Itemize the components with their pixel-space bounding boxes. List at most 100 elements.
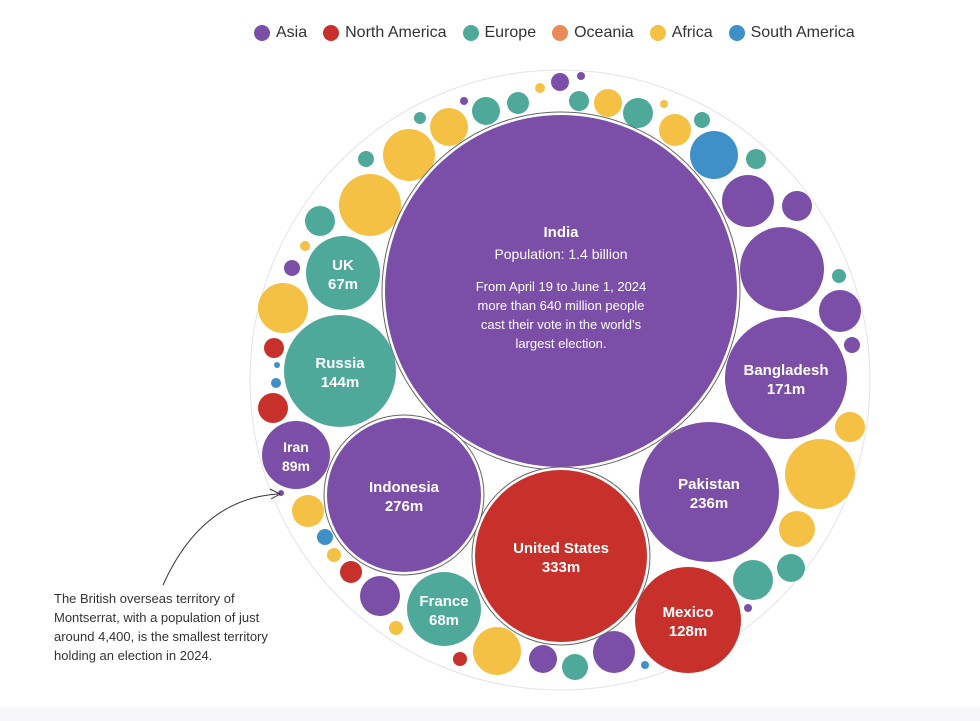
outer-ring — [249, 69, 871, 691]
legend-item-south-america: South America — [728, 24, 855, 42]
country-bubble — [535, 83, 545, 93]
bubble-circle — [475, 470, 647, 642]
bubble-value: 128m — [669, 623, 707, 640]
country-bubble — [844, 337, 860, 353]
country-bubble — [641, 661, 649, 669]
bubble-name: Bangladesh — [743, 362, 828, 379]
bubble-bangladesh: Bangladesh 171m — [725, 317, 847, 439]
country-bubble — [529, 645, 557, 673]
bubble-name: France — [419, 593, 468, 610]
country-bubble — [473, 627, 521, 675]
bubble-name: United States — [513, 540, 609, 557]
bubble-value: 89m — [282, 458, 310, 474]
country-bubble — [292, 495, 324, 527]
country-bubble — [832, 269, 846, 283]
country-bubble — [659, 114, 691, 146]
country-bubble — [785, 439, 855, 509]
country-bubble — [340, 561, 362, 583]
country-bubble — [284, 260, 300, 276]
arrow-head-icon — [269, 488, 282, 500]
country-bubble — [258, 393, 288, 423]
bubble-circle — [635, 567, 741, 673]
country-bubble — [722, 175, 774, 227]
country-bubble — [690, 131, 738, 179]
country-bubble — [660, 100, 668, 108]
bubble-note-line: largest election. — [515, 336, 606, 351]
country-bubble — [740, 227, 824, 311]
legend-item-europe: Europe — [462, 24, 537, 42]
bubble-pakistan: Pakistan 236m — [639, 422, 779, 562]
country-bubble — [819, 290, 861, 332]
bubble-name: Russia — [315, 355, 365, 372]
country-bubble — [460, 97, 468, 105]
legend-swatch — [462, 25, 479, 41]
country-bubble — [274, 362, 280, 368]
legend-label: Europe — [484, 24, 537, 41]
country-bubble — [694, 112, 710, 128]
country-bubble — [744, 604, 752, 612]
country-bubble — [327, 548, 341, 562]
bubble-value: 171m — [767, 381, 805, 398]
country-bubble — [317, 529, 333, 545]
bubble-circle — [725, 317, 847, 439]
bubble-note-line: From April 19 to June 1, 2024 — [476, 279, 647, 294]
bubble-name: Mexico — [663, 604, 714, 621]
country-bubble — [779, 511, 815, 547]
country-bubble — [383, 129, 435, 181]
bubble-circle — [385, 115, 737, 467]
legend-item-oceania: Oceania — [552, 24, 634, 42]
legend-label: North America — [345, 24, 447, 41]
legend-label: Africa — [671, 24, 713, 41]
legend-label: South America — [750, 24, 855, 41]
bubble-uk: UK 67m — [306, 236, 380, 310]
bubble-name: India — [543, 224, 579, 241]
bubble-circle — [407, 572, 481, 646]
legend-swatch — [323, 25, 340, 41]
country-bubble — [300, 241, 310, 251]
legend-label: Oceania — [574, 24, 634, 41]
country-bubble — [358, 151, 374, 167]
legend-swatch — [649, 25, 666, 41]
bubble-france: France 68m — [407, 572, 481, 646]
bubble-circle — [327, 418, 481, 572]
legend: Asia North America Europe Oceania Africa Sout… — [254, 24, 871, 42]
legend-swatch — [254, 25, 270, 41]
bubble-united-states: United States 333m — [471, 466, 651, 646]
bubble-iran: Iran 89m — [262, 421, 330, 489]
bubble-value: 333m — [542, 559, 580, 576]
country-bubble — [569, 91, 589, 111]
country-bubble — [551, 73, 569, 91]
legend-item-africa: Africa — [649, 24, 713, 42]
bubble-india: India Population: 1.4 billion From April 1… — [381, 111, 741, 471]
country-bubble — [339, 174, 401, 236]
legend-item-north-america: North America — [323, 24, 447, 42]
legend-label: Asia — [276, 24, 308, 41]
bubble-value: 68m — [429, 612, 459, 629]
country-bubble — [264, 338, 284, 358]
country-bubble — [733, 560, 773, 600]
country-bubble — [593, 631, 635, 673]
country-bubble — [623, 98, 653, 128]
bubble-mexico: Mexico 128m — [635, 567, 741, 673]
bubble-value: 67m — [328, 276, 358, 293]
bubble-circle — [262, 421, 330, 489]
bubble-note-line: more than 640 million people — [478, 298, 645, 313]
bubble-circle — [639, 422, 779, 562]
bubble-name: UK — [332, 257, 354, 274]
country-bubble — [507, 92, 529, 114]
bubble-value: Population: 1.4 billion — [494, 246, 627, 262]
country-bubble — [258, 283, 308, 333]
bubble-indonesia: Indonesia 276m — [323, 414, 485, 576]
country-bubble — [594, 89, 622, 117]
country-bubble — [360, 576, 400, 616]
country-bubble — [305, 206, 335, 236]
country-bubble — [746, 149, 766, 169]
bubble-russia: Russia 144m — [284, 315, 396, 427]
country-bubble — [472, 97, 500, 125]
bubble-note-line: cast their vote in the world’s — [481, 317, 642, 332]
country-bubble — [562, 654, 588, 680]
country-bubble — [577, 72, 585, 80]
country-bubble — [782, 191, 812, 221]
annotation-arrow — [162, 493, 279, 586]
country-bubble — [271, 378, 281, 388]
